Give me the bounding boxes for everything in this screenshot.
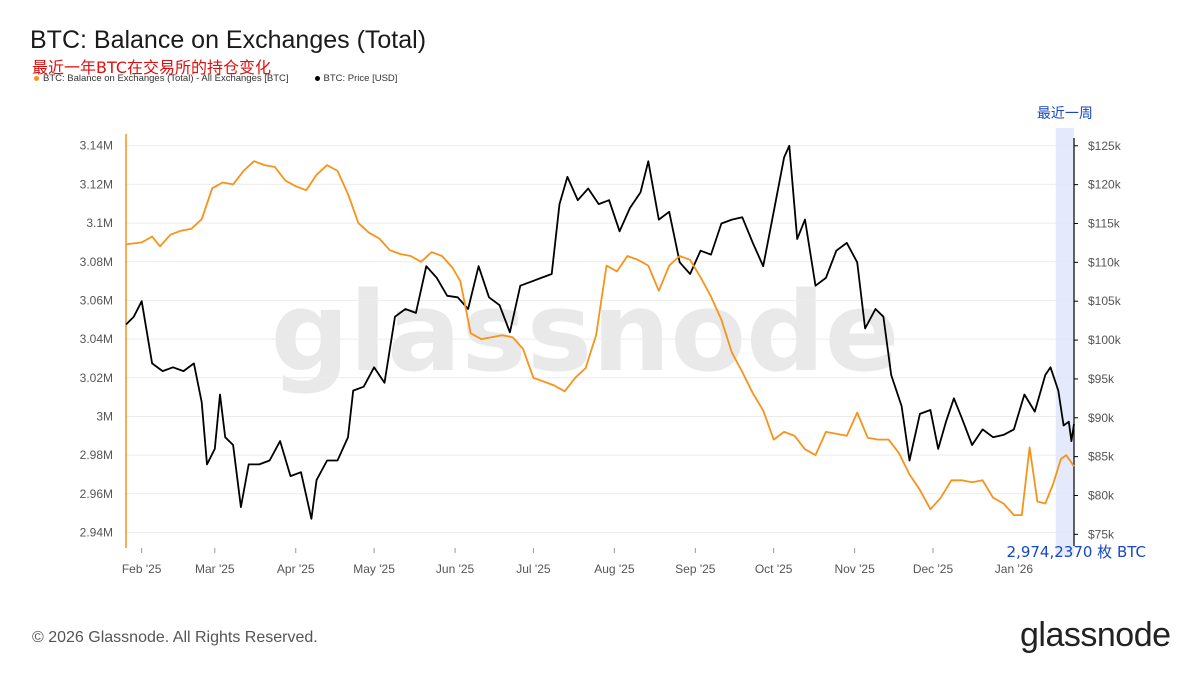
left-tick-label: 3.08M bbox=[80, 255, 113, 269]
left-tick-label: 2.98M bbox=[80, 448, 113, 462]
recent-week-label: 最近一周 bbox=[1037, 106, 1093, 122]
right-tick-label: $90k bbox=[1088, 411, 1115, 425]
x-tick-label: Nov '25 bbox=[834, 562, 875, 576]
left-axis-ticks: 3.14M 3.12M 3.1M 3.08M 3.06M 3.04M 3.02M 3M 2.98… bbox=[80, 139, 113, 540]
x-tick-label: Feb '25 bbox=[122, 562, 162, 576]
x-tick-label: Mar '25 bbox=[195, 562, 235, 576]
grid-lines bbox=[126, 145, 1074, 533]
legend-item-price[interactable]: BTC: Price [USD] bbox=[314, 73, 398, 84]
left-tick-label: 3.1M bbox=[86, 216, 113, 230]
x-tick-label: Jun '25 bbox=[436, 562, 475, 576]
right-tick-label: $80k bbox=[1088, 488, 1115, 502]
left-tick-label: 3M bbox=[96, 409, 113, 423]
copyright-text: © 2026 Glassnode. All Rights Reserved. bbox=[32, 629, 318, 646]
x-tick-label: Jul '25 bbox=[516, 562, 551, 576]
right-tick-label: $75k bbox=[1088, 527, 1115, 541]
legend-dot-price bbox=[314, 76, 320, 81]
left-tick-label: 3.02M bbox=[80, 371, 113, 385]
right-tick-label: $105k bbox=[1088, 294, 1122, 308]
legend-item-balance[interactable]: BTC: Balance on Exchanges (Total) - All … bbox=[34, 73, 289, 84]
chart-subtitle: 最近一年BTC在交易所的持仓变化 bbox=[32, 58, 271, 77]
legend-label-price: BTC: Price [USD] bbox=[323, 73, 398, 84]
x-tick-label: May '25 bbox=[353, 562, 395, 576]
x-tick-label: Aug '25 bbox=[594, 562, 635, 576]
right-tick-label: $110k bbox=[1088, 255, 1121, 269]
latest-balance-label: 2,974,2370 枚 BTC bbox=[1007, 543, 1146, 561]
x-axis-ticks: Feb '25 Mar '25 Apr '25 May '25 Jun '25 Jul '… bbox=[122, 548, 1034, 576]
x-tick-label: Oct '25 bbox=[755, 562, 793, 576]
left-tick-label: 3.14M bbox=[80, 139, 113, 153]
brand-logo: glassnode bbox=[1020, 616, 1171, 654]
chart-title: BTC: Balance on Exchanges (Total) bbox=[30, 26, 427, 54]
right-tick-label: $120k bbox=[1088, 178, 1122, 192]
left-tick-label: 3.06M bbox=[80, 293, 113, 307]
right-axis-ticks: $125k $120k $115k $110k $105k $100k $95k $90k $8… bbox=[1074, 139, 1122, 541]
right-tick-label: $95k bbox=[1088, 372, 1115, 386]
recent-week-highlight bbox=[1055, 128, 1074, 556]
left-tick-label: 3.04M bbox=[80, 332, 113, 346]
x-tick-label: Apr '25 bbox=[277, 562, 315, 576]
x-tick-label: Dec '25 bbox=[913, 562, 954, 576]
x-tick-label: Sep '25 bbox=[675, 562, 716, 576]
series-line-price[interactable] bbox=[125, 144, 1075, 520]
legend-label-balance: BTC: Balance on Exchanges (Total) - All … bbox=[43, 73, 289, 84]
right-tick-label: $85k bbox=[1088, 450, 1115, 464]
left-tick-label: 2.96M bbox=[80, 487, 113, 501]
right-tick-label: $115k bbox=[1088, 216, 1121, 230]
watermark-text: glassnode bbox=[271, 268, 900, 396]
legend-dot-balance bbox=[34, 76, 39, 81]
right-tick-label: $100k bbox=[1088, 333, 1122, 347]
series-line-balance[interactable] bbox=[125, 160, 1075, 516]
left-tick-label: 2.94M bbox=[80, 525, 113, 539]
x-tick-label: Jan '26 bbox=[995, 562, 1034, 576]
right-tick-label: $125k bbox=[1088, 139, 1122, 153]
legend: BTC: Balance on Exchanges (Total) - All … bbox=[34, 73, 397, 84]
left-tick-label: 3.12M bbox=[80, 177, 113, 191]
